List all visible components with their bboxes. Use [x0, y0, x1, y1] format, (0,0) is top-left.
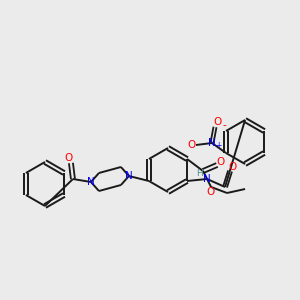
Text: N: N	[208, 138, 216, 148]
Text: +: +	[215, 142, 221, 151]
Text: O: O	[216, 157, 224, 167]
Text: O: O	[65, 153, 73, 163]
Text: N: N	[203, 174, 211, 184]
Text: O: O	[213, 117, 221, 127]
Text: O: O	[228, 162, 236, 172]
Text: N: N	[125, 171, 133, 181]
Text: O: O	[206, 187, 214, 197]
Text: N: N	[87, 177, 95, 187]
Text: -: -	[222, 120, 226, 130]
Text: H: H	[196, 169, 202, 178]
Text: O: O	[187, 140, 195, 150]
